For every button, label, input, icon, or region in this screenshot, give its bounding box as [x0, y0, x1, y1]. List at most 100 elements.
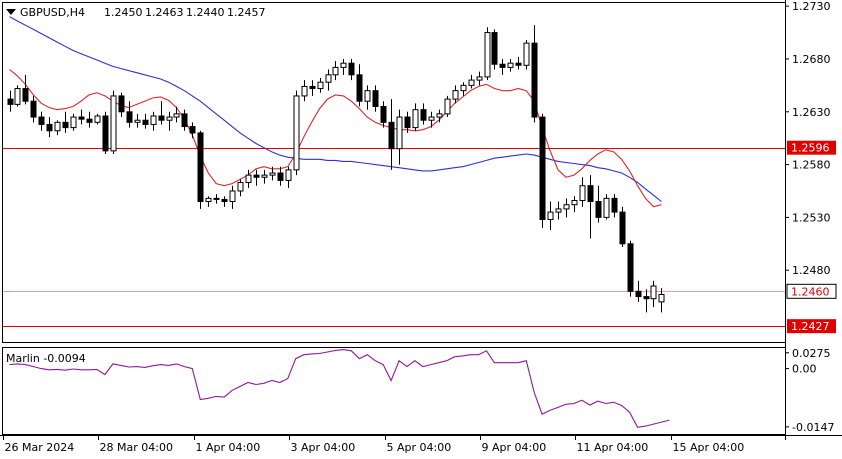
candle[interactable]	[523, 39, 530, 70]
candle[interactable]	[380, 101, 387, 128]
candle[interactable]	[404, 111, 411, 133]
candle[interactable]	[396, 109, 403, 165]
candle[interactable]	[372, 85, 379, 112]
candle[interactable]	[94, 113, 101, 125]
candle[interactable]	[420, 103, 427, 125]
candle[interactable]	[285, 166, 292, 188]
candle[interactable]	[86, 111, 93, 128]
candle[interactable]	[118, 92, 125, 118]
candle[interactable]	[245, 169, 252, 188]
candle[interactable]	[635, 280, 642, 302]
candle[interactable]	[221, 196, 228, 207]
candle[interactable]	[356, 64, 363, 107]
candle[interactable]	[197, 130, 204, 209]
candle[interactable]	[595, 185, 602, 223]
candle[interactable]	[134, 113, 141, 128]
price-axis[interactable]: 1.2730 1.2680 1.2630 1.2580 1.2530 1.2480 1.25…	[785, 0, 837, 334]
sub-chart-frame[interactable]	[2, 347, 786, 435]
candle[interactable]	[444, 95, 451, 118]
candle[interactable]	[166, 111, 173, 131]
candle[interactable]	[531, 25, 538, 123]
candle[interactable]	[658, 288, 665, 313]
candle[interactable]	[412, 103, 419, 131]
candle[interactable]	[499, 58, 506, 75]
candle-body	[301, 85, 308, 97]
candle[interactable]	[587, 175, 594, 239]
candle[interactable]	[261, 169, 268, 184]
candle[interactable]	[110, 90, 117, 155]
candle[interactable]	[277, 166, 284, 186]
candle[interactable]	[70, 113, 77, 131]
candle[interactable]	[142, 113, 149, 129]
candle[interactable]	[571, 196, 578, 213]
candle[interactable]	[126, 101, 133, 128]
candle[interactable]	[46, 117, 53, 138]
candle[interactable]	[436, 109, 443, 123]
candle[interactable]	[388, 99, 395, 170]
candle[interactable]	[301, 80, 308, 102]
candle[interactable]	[348, 58, 355, 81]
candle[interactable]	[62, 111, 69, 133]
candle[interactable]	[643, 289, 650, 313]
candlesticks[interactable]	[7, 25, 665, 313]
candle[interactable]	[539, 113, 546, 228]
candle[interactable]	[476, 71, 483, 86]
candle[interactable]	[205, 196, 212, 207]
candle-body	[118, 95, 125, 113]
candle[interactable]	[78, 109, 85, 125]
candle-body	[523, 42, 530, 66]
time-tick-label: 3 Apr 04:00	[291, 441, 356, 454]
candle[interactable]	[54, 120, 61, 136]
candle[interactable]	[325, 69, 332, 91]
candle[interactable]	[484, 27, 491, 81]
candle-body	[499, 63, 506, 68]
candle[interactable]	[627, 240, 634, 297]
level-price-box	[787, 140, 836, 155]
candle[interactable]	[102, 111, 109, 155]
sub-tick-label: 0.00	[792, 363, 817, 376]
candle[interactable]	[340, 58, 347, 75]
candle[interactable]	[22, 74, 29, 105]
candle[interactable]	[332, 61, 339, 81]
candle[interactable]	[547, 201, 554, 231]
candle-body	[102, 115, 109, 152]
candle[interactable]	[7, 90, 14, 112]
candle[interactable]	[611, 194, 618, 218]
candle[interactable]	[507, 58, 514, 72]
candle[interactable]	[158, 101, 165, 125]
candle[interactable]	[650, 280, 657, 308]
candle[interactable]	[30, 95, 37, 123]
candle[interactable]	[237, 179, 244, 197]
candle-body	[531, 42, 538, 118]
candle[interactable]	[603, 194, 610, 220]
candle[interactable]	[213, 194, 220, 204]
triangle-down-icon[interactable]	[6, 9, 16, 15]
candle[interactable]	[452, 85, 459, 104]
candle[interactable]	[181, 109, 188, 131]
candle[interactable]	[269, 166, 276, 181]
candle[interactable]	[491, 29, 498, 70]
candle[interactable]	[150, 111, 157, 131]
candle[interactable]	[515, 56, 522, 70]
candle[interactable]	[14, 85, 21, 107]
candle-body	[150, 115, 157, 125]
candle-body	[444, 98, 451, 115]
candle[interactable]	[229, 185, 236, 209]
candle[interactable]	[173, 106, 180, 123]
candle[interactable]	[555, 201, 562, 220]
candle[interactable]	[38, 111, 45, 131]
candle[interactable]	[317, 77, 324, 93]
candle[interactable]	[579, 177, 586, 207]
candle[interactable]	[619, 206, 626, 247]
candle[interactable]	[253, 169, 260, 186]
candle[interactable]	[309, 80, 316, 96]
candle[interactable]	[428, 111, 435, 128]
candle[interactable]	[293, 90, 300, 176]
candle[interactable]	[189, 122, 196, 139]
candle[interactable]	[468, 74, 475, 89]
candle[interactable]	[364, 85, 371, 110]
candle[interactable]	[460, 82, 467, 96]
time-axis[interactable]: 26 Mar 2024 28 Mar 04:00 1 Apr 04:00 3 Apr …	[3, 435, 745, 454]
candle[interactable]	[563, 198, 570, 218]
